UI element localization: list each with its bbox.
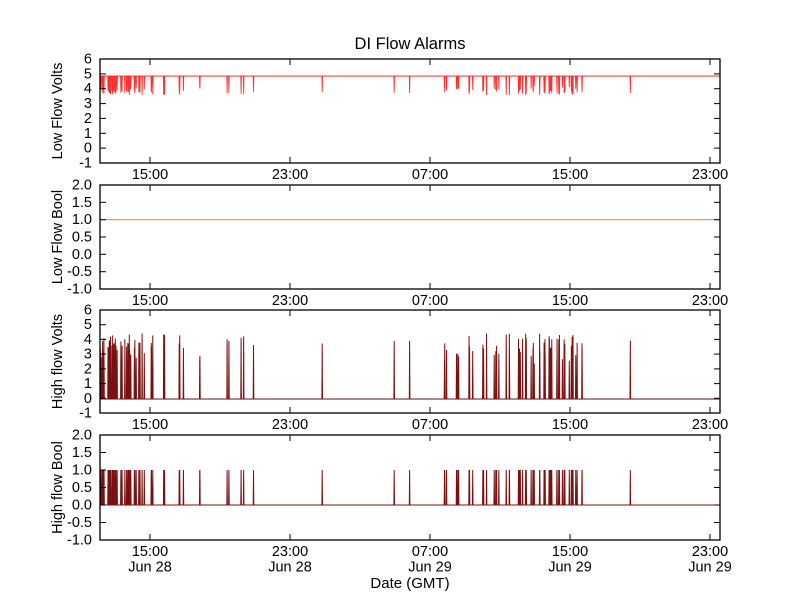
svg-text:-0.5: -0.5 — [67, 515, 92, 531]
svg-text:High flow Volts: High flow Volts — [50, 314, 66, 409]
svg-text:6: 6 — [84, 52, 92, 68]
svg-text:23:00: 23:00 — [272, 417, 308, 433]
svg-text:15:00: 15:00 — [132, 167, 168, 183]
svg-text:Low Flow Bool: Low Flow Bool — [50, 190, 66, 284]
svg-text:Jun 28: Jun 28 — [128, 560, 172, 576]
svg-text:0: 0 — [84, 141, 92, 157]
svg-text:15:00: 15:00 — [132, 544, 168, 560]
svg-text:1.0: 1.0 — [72, 463, 92, 479]
svg-text:2.0: 2.0 — [72, 428, 92, 444]
svg-text:2: 2 — [84, 111, 92, 127]
svg-text:1.0: 1.0 — [72, 212, 92, 228]
svg-text:23:00: 23:00 — [692, 417, 728, 433]
svg-text:1.5: 1.5 — [72, 195, 92, 211]
svg-text:1: 1 — [84, 376, 92, 392]
svg-text:Low Flow Volts: Low Flow Volts — [50, 63, 66, 160]
svg-text:23:00: 23:00 — [272, 293, 308, 309]
svg-text:23:00: 23:00 — [272, 167, 308, 183]
svg-text:DI Flow Alarms: DI Flow Alarms — [355, 35, 466, 53]
svg-text:3: 3 — [84, 347, 92, 363]
svg-text:15:00: 15:00 — [552, 293, 588, 309]
svg-text:07:00: 07:00 — [412, 417, 448, 433]
svg-text:15:00: 15:00 — [552, 417, 588, 433]
svg-text:1: 1 — [84, 126, 92, 142]
svg-text:15:00: 15:00 — [552, 167, 588, 183]
svg-text:0.5: 0.5 — [72, 230, 92, 246]
svg-text:-1: -1 — [79, 406, 92, 422]
svg-text:23:00: 23:00 — [692, 293, 728, 309]
svg-text:5: 5 — [84, 317, 92, 333]
svg-text:2: 2 — [84, 361, 92, 377]
svg-text:07:00: 07:00 — [412, 544, 448, 560]
svg-text:Date (GMT): Date (GMT) — [370, 575, 449, 592]
svg-text:0.5: 0.5 — [72, 480, 92, 496]
svg-text:23:00: 23:00 — [272, 544, 308, 560]
svg-text:Jun 29: Jun 29 — [688, 560, 732, 576]
svg-text:15:00: 15:00 — [132, 293, 168, 309]
svg-text:Jun 28: Jun 28 — [268, 560, 312, 576]
svg-text:-1.0: -1.0 — [67, 533, 92, 549]
svg-text:Jun 29: Jun 29 — [548, 560, 592, 576]
svg-text:0.0: 0.0 — [72, 498, 92, 514]
svg-text:Jun 29: Jun 29 — [408, 560, 452, 576]
svg-text:23:00: 23:00 — [692, 167, 728, 183]
svg-text:-1.0: -1.0 — [67, 282, 92, 298]
svg-text:5: 5 — [84, 66, 92, 82]
svg-text:07:00: 07:00 — [412, 293, 448, 309]
svg-text:-0.5: -0.5 — [67, 264, 92, 280]
svg-text:23:00: 23:00 — [692, 544, 728, 560]
svg-text:4: 4 — [84, 81, 92, 97]
svg-text:3: 3 — [84, 96, 92, 112]
svg-text:-1: -1 — [79, 156, 92, 172]
svg-text:1.5: 1.5 — [72, 445, 92, 461]
svg-text:07:00: 07:00 — [412, 167, 448, 183]
svg-text:15:00: 15:00 — [132, 417, 168, 433]
svg-text:0: 0 — [84, 391, 92, 407]
svg-text:4: 4 — [84, 332, 92, 348]
svg-text:0.0: 0.0 — [72, 247, 92, 263]
svg-text:6: 6 — [84, 303, 92, 319]
svg-text:2.0: 2.0 — [72, 178, 92, 194]
svg-text:High flow Bool: High flow Bool — [50, 441, 66, 534]
svg-text:15:00: 15:00 — [552, 544, 588, 560]
